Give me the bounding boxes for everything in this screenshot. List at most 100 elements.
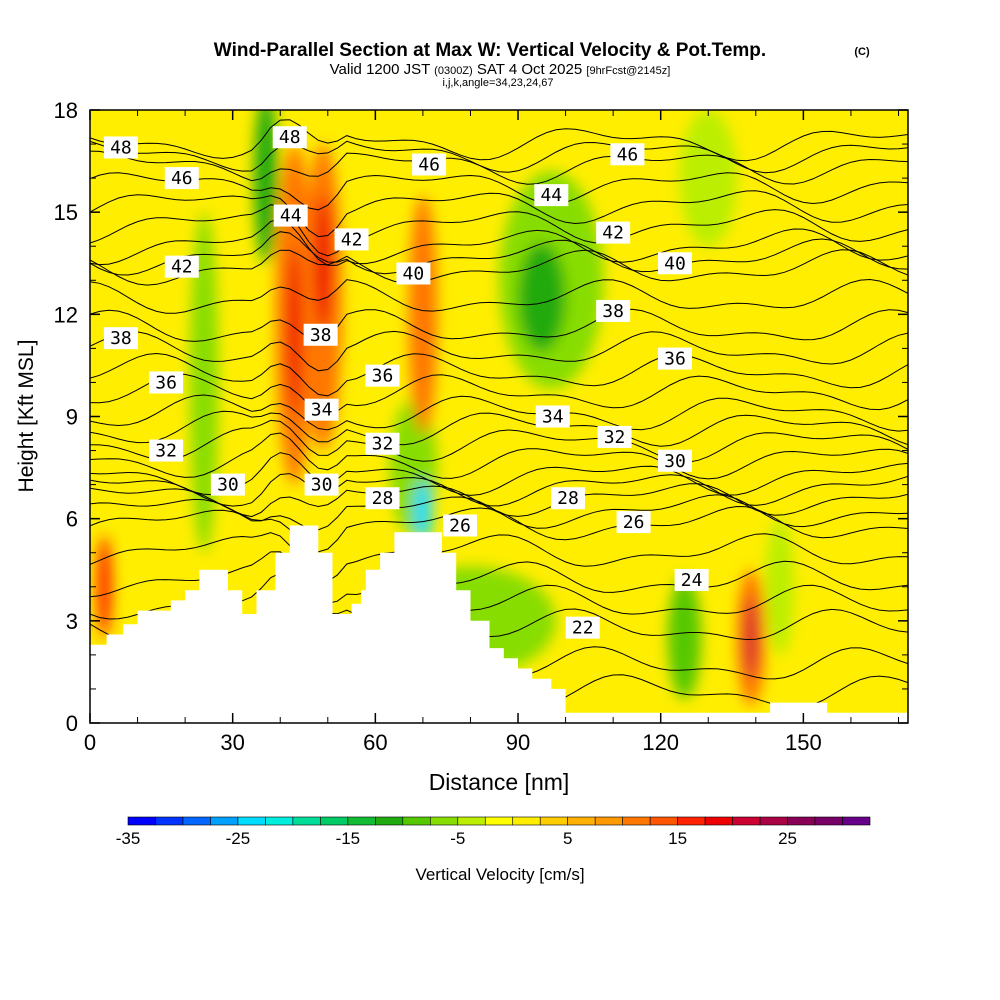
contour-label: 36 bbox=[657, 347, 692, 370]
velocity-cell bbox=[745, 596, 757, 679]
contour-label: 42 bbox=[164, 255, 199, 278]
contour-label-box bbox=[149, 371, 184, 394]
contour-label: 38 bbox=[103, 327, 138, 350]
chart-subtitle-indices: i,j,k,angle=34,23,24,67 bbox=[442, 77, 553, 89]
theta-contour-line bbox=[90, 410, 908, 447]
contour-label: 44 bbox=[534, 184, 569, 207]
contour-label-text: 34 bbox=[542, 407, 564, 428]
x-tick-label: 120 bbox=[642, 730, 679, 755]
contour-label: 32 bbox=[365, 432, 400, 455]
colorbar-swatch bbox=[182, 816, 211, 826]
colorbar-swatch bbox=[292, 816, 321, 826]
contour-label: 30 bbox=[657, 449, 692, 472]
contour-label-box bbox=[304, 473, 339, 496]
contour-label-text: 36 bbox=[664, 349, 686, 370]
x-tick-label: 150 bbox=[785, 730, 822, 755]
colorbar-swatch bbox=[347, 816, 376, 826]
contour-label-text: 48 bbox=[279, 127, 301, 148]
y-tick-label: 18 bbox=[54, 98, 78, 123]
velocity-cell bbox=[667, 576, 702, 700]
contour-label: 42 bbox=[334, 228, 369, 251]
copyright-mark: (C) bbox=[854, 46, 870, 58]
colorbar-swatch bbox=[677, 816, 706, 826]
contour-label: 40 bbox=[396, 262, 431, 285]
theta-contour-line bbox=[90, 278, 908, 314]
colorbar-swatch bbox=[375, 816, 404, 826]
contour-label-text: 30 bbox=[217, 475, 239, 496]
colorbar-swatch bbox=[512, 816, 541, 826]
contour-label-text: 42 bbox=[341, 229, 363, 250]
theta-contour-line bbox=[90, 432, 908, 480]
contour-label-box bbox=[334, 228, 369, 251]
contour-label-box bbox=[565, 616, 600, 639]
contour-label-text: 46 bbox=[418, 154, 440, 175]
contour-label-box bbox=[610, 143, 645, 166]
colorbar-swatch bbox=[759, 816, 788, 826]
contour-label-text: 44 bbox=[540, 185, 562, 206]
contour-label-box bbox=[304, 398, 339, 421]
chart-subtitle: Valid 1200 JST (0300Z) SAT 4 Oct 2025 [9… bbox=[330, 61, 671, 78]
contour-label-box bbox=[597, 425, 632, 448]
theta-contour-line bbox=[90, 483, 908, 518]
velocity-cell bbox=[679, 110, 737, 247]
contour-label: 28 bbox=[365, 487, 400, 510]
contour-label: 30 bbox=[210, 473, 245, 496]
colorbar-swatch bbox=[814, 816, 843, 826]
contour-label: 24 bbox=[674, 568, 709, 591]
theta-contour-line bbox=[90, 373, 908, 415]
contour-label-text: 48 bbox=[110, 137, 132, 158]
theta-contours bbox=[90, 119, 908, 709]
theta-contour-line bbox=[90, 140, 908, 174]
contour-label: 22 bbox=[565, 616, 600, 639]
contour-label-text: 26 bbox=[449, 515, 471, 536]
contour-label-text: 42 bbox=[602, 223, 624, 244]
contour-label-text: 32 bbox=[372, 434, 394, 455]
contour-label-text: 28 bbox=[557, 488, 579, 509]
contour-label-box bbox=[657, 347, 692, 370]
colorbar-swatch bbox=[155, 816, 184, 826]
contour-label: 30 bbox=[304, 473, 339, 496]
x-axis-label: Distance [nm] bbox=[429, 769, 570, 795]
contour-label-text: 42 bbox=[171, 257, 193, 278]
y-tick-label: 3 bbox=[66, 609, 78, 634]
contour-label-box bbox=[550, 487, 585, 510]
subtitle-valid: Valid 1200 JST bbox=[330, 61, 430, 78]
theta-contour-line bbox=[90, 204, 908, 257]
contour-label-box bbox=[534, 184, 569, 207]
contour-label-text: 22 bbox=[572, 618, 594, 639]
contour-label: 40 bbox=[657, 252, 692, 275]
x-tick-label: 90 bbox=[506, 730, 530, 755]
contour-label-box bbox=[164, 167, 199, 190]
contour-label: 32 bbox=[149, 439, 184, 462]
contour-label-text: 32 bbox=[155, 441, 177, 462]
theta-contour-line bbox=[90, 532, 908, 582]
contour-label-box bbox=[272, 126, 307, 149]
contour-label-text: 30 bbox=[664, 451, 686, 472]
contour-label-box bbox=[535, 405, 570, 428]
contour-label-box bbox=[657, 252, 692, 275]
colorbar-swatch bbox=[457, 816, 486, 826]
colorbar-tick-label: 5 bbox=[563, 829, 572, 848]
colorbar-swatch bbox=[237, 816, 266, 826]
y-tick-label: 15 bbox=[54, 200, 78, 225]
velocity-cell bbox=[189, 212, 219, 553]
velocity-cell bbox=[97, 535, 112, 638]
colorbar-swatch bbox=[265, 816, 294, 826]
colorbar-swatch bbox=[210, 816, 239, 826]
contour-label-box bbox=[412, 153, 447, 176]
contour-label: 38 bbox=[596, 299, 631, 322]
colorbar-swatch bbox=[484, 816, 514, 826]
contour-label-text: 30 bbox=[311, 475, 333, 496]
contour-label: 44 bbox=[273, 204, 308, 227]
contour-labels: 22 24 26 26 28 28 30 30 30 32 32 32 34 34 36 36 36 38 38 38… bbox=[103, 126, 709, 639]
contour-label: 28 bbox=[550, 487, 585, 510]
colorbar-tick-label: 25 bbox=[778, 829, 797, 848]
theta-contour-line bbox=[90, 172, 908, 211]
colorbar: -35 -25 -15 -5 5 15 25 bbox=[116, 816, 871, 848]
colorbar-swatch bbox=[320, 816, 349, 826]
contour-label-box bbox=[365, 364, 400, 387]
contour-label: 46 bbox=[412, 153, 447, 176]
contour-label: 46 bbox=[164, 167, 199, 190]
contour-label-text: 24 bbox=[681, 570, 703, 591]
contour-label: 36 bbox=[365, 364, 400, 387]
